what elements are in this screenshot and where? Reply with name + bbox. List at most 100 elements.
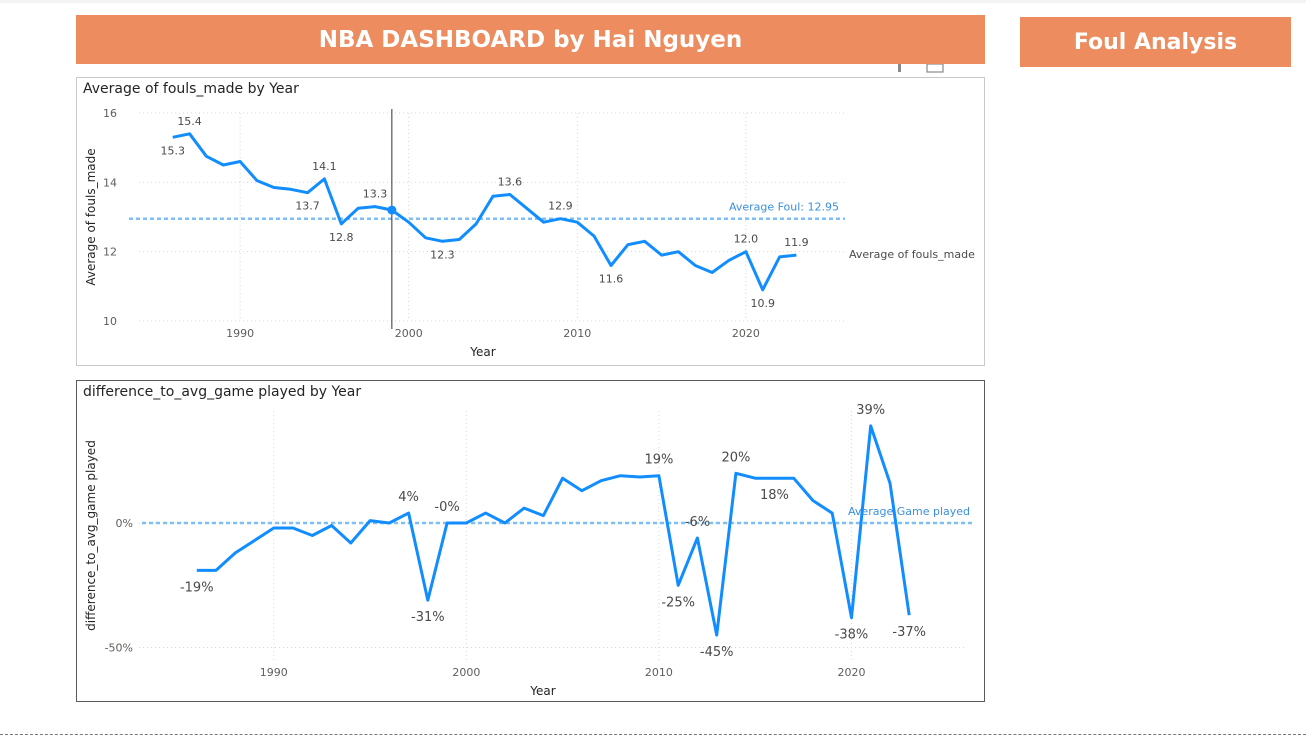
games-chart-panel[interactable]: difference_to_avg_game played by Year 19…	[76, 380, 985, 702]
c2-data-label-2016: 18%	[760, 488, 789, 503]
c2-data-label-1999: -0%	[434, 500, 459, 515]
c2-y-tick-0: 0%	[116, 517, 133, 530]
c1-point-2011	[592, 234, 596, 238]
c2-point-2008	[618, 474, 622, 478]
c1-point-2014	[643, 239, 647, 243]
c2-y-axis-title: difference_to_avg_game played	[84, 440, 98, 631]
c1-point-1991	[255, 179, 259, 183]
c1-point-2018	[710, 270, 714, 274]
c2-point-1988	[233, 551, 237, 555]
c1-y-tick-2: 14	[103, 176, 117, 189]
c2-y-tick-1: -50%	[105, 642, 133, 655]
c2-point-1986	[195, 568, 199, 572]
c2-data-label-1986: -19%	[180, 580, 214, 595]
c1-point-2003	[457, 238, 461, 242]
c2-point-2007	[599, 479, 603, 483]
c1-point-2012	[609, 264, 613, 268]
top-edge	[0, 0, 1306, 3]
c2-point-2003	[522, 506, 526, 510]
c2-point-2002	[503, 521, 507, 525]
c1-point-1988	[204, 154, 208, 158]
c1-point-2019	[727, 258, 731, 262]
c1-point-2002	[440, 239, 444, 243]
c1-point-1989	[221, 163, 225, 167]
filter-icon[interactable]	[898, 64, 901, 72]
c1-data-label-1986: 15.3	[160, 144, 185, 157]
c2-point-1987	[214, 568, 218, 572]
c2-point-2023	[907, 613, 911, 617]
c1-point-2017	[693, 264, 697, 268]
c2-reference-label: Average Game played	[848, 505, 970, 518]
c1-data-label-2012: 11.6	[599, 273, 624, 286]
foul-analysis-banner: Foul Analysis	[1020, 17, 1291, 67]
c2-data-label-2011: -25%	[661, 595, 695, 610]
c1-point-1987	[188, 132, 192, 136]
c2-x-axis-title: Year	[529, 684, 555, 698]
dashboard-title-banner: NBA DASHBOARD by Hai Nguyen	[76, 15, 985, 64]
c1-point-1990	[238, 160, 242, 164]
c2-point-1991	[291, 526, 295, 530]
c1-legend-entry: Average of fouls_made	[849, 248, 975, 261]
c1-data-label-2021: 10.9	[750, 297, 775, 310]
c1-point-1986	[171, 135, 175, 139]
c2-point-1995	[368, 519, 372, 523]
c2-point-1993	[330, 524, 334, 528]
c1-data-label-2020: 12.0	[734, 233, 759, 246]
c2-series-line	[196, 424, 911, 637]
c2-point-2017	[792, 476, 796, 480]
c1-point-2006	[508, 192, 512, 196]
c1-series-line	[172, 132, 797, 292]
c2-point-1989	[253, 538, 257, 542]
c2-x-tick-2010: 2010	[645, 666, 673, 679]
c1-point-1993	[289, 187, 293, 191]
c2-point-2015	[753, 476, 757, 480]
games-diff-line-chart[interactable]: 1990 2000 2010 20200%-50%Yeardifference_to_…	[77, 381, 984, 701]
c1-point-2020	[744, 250, 748, 254]
c1-point-1994	[306, 191, 310, 195]
c2-point-2022	[888, 481, 892, 485]
c2-point-2004	[541, 514, 545, 518]
c2-point-2000	[464, 521, 468, 525]
c1-data-label-1996: 12.8	[329, 231, 354, 244]
c1-point-2001	[424, 236, 428, 240]
c1-point-1996	[339, 222, 343, 226]
c2-x-tick-2000: 2000	[452, 666, 480, 679]
c2-point-1997	[407, 511, 411, 515]
c2-point-1998	[426, 598, 430, 602]
c1-point-2013	[626, 243, 630, 247]
dashboard-title: NBA DASHBOARD by Hai Nguyen	[318, 26, 743, 53]
c2-data-label-2014: 20%	[721, 450, 750, 465]
c1-data-label-1995: 14.1	[312, 160, 337, 173]
c1-data-label-1998: 13.3	[363, 188, 388, 201]
c2-point-2016	[772, 476, 776, 480]
c1-point-2010	[575, 220, 579, 224]
c1-point-2000	[407, 220, 411, 224]
c2-x-tick-1990: 1990	[260, 666, 288, 679]
visual-header-icons	[898, 64, 944, 73]
c2-point-2014	[734, 471, 738, 475]
c1-point-2008	[542, 220, 546, 224]
c1-x-tick-2010: 2010	[563, 327, 591, 340]
c1-data-label-2002: 12.3	[430, 248, 455, 261]
c2-point-2012	[695, 536, 699, 540]
c1-point-2023	[794, 253, 798, 257]
chart1-title: Average of fouls_made by Year	[83, 81, 299, 97]
c2-point-2005	[561, 476, 565, 480]
c1-point-2004	[474, 222, 478, 226]
c2-data-label-2010: 19%	[644, 453, 673, 468]
c1-x-tick-2020: 2020	[732, 327, 760, 340]
c1-y-tick-0: 10	[103, 315, 117, 328]
focus-mode-icon[interactable]	[926, 64, 944, 73]
c2-data-label-2023: -37%	[892, 625, 926, 640]
c1-data-label-1987: 15.4	[177, 115, 202, 128]
fouls-chart-panel[interactable]: Average of fouls_made by Year 1990 2000 20…	[76, 77, 985, 366]
c2-point-1994	[349, 541, 353, 545]
c1-data-label-2009: 12.9	[548, 200, 573, 213]
c2-point-1999	[445, 521, 449, 525]
c2-point-1996	[387, 521, 391, 525]
c2-point-2006	[580, 489, 584, 493]
c2-data-label-2012: -6%	[685, 515, 710, 530]
c1-point-2016	[676, 250, 680, 254]
c2-point-2009	[638, 475, 642, 479]
